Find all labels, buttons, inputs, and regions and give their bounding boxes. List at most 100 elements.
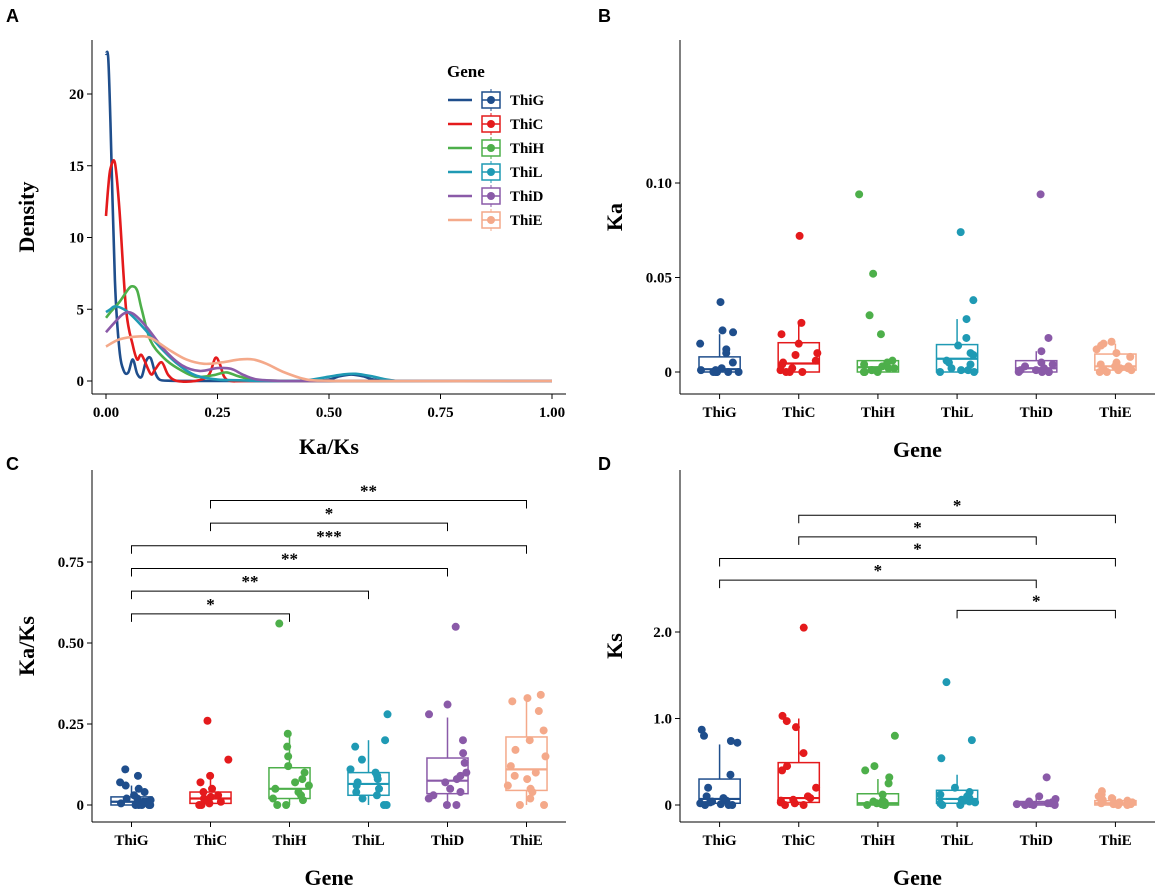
significance-bracket-thig-thid: * xyxy=(719,561,1037,589)
box-iqr xyxy=(777,761,821,804)
legend-point-key xyxy=(487,96,495,104)
legend-entry-thih: ThiH xyxy=(448,137,545,159)
data-point xyxy=(734,368,743,376)
data-point xyxy=(795,231,804,240)
data-point xyxy=(372,791,381,800)
data-point xyxy=(456,788,465,797)
x-tick-label: ThiC xyxy=(782,833,815,849)
data-point xyxy=(726,770,735,779)
data-point xyxy=(146,796,155,805)
data-point xyxy=(729,328,738,337)
panel-c-kaks-boxplot: 0 0.25 0.50 0.75 Ka/Ks ThiG ThiC ThiH ThiL ThiD Th… xyxy=(14,470,566,890)
data-point xyxy=(269,794,278,803)
bracket-line xyxy=(131,613,290,622)
bracket-line xyxy=(798,514,1116,524)
data-point xyxy=(728,358,737,367)
data-point xyxy=(352,781,361,790)
density-line-thil xyxy=(105,305,553,383)
data-point xyxy=(224,755,233,764)
data-point xyxy=(962,333,971,342)
data-point xyxy=(877,800,886,809)
x-tick-label: ThiC xyxy=(782,405,815,421)
data-point xyxy=(1044,333,1053,342)
data-point xyxy=(1012,800,1021,809)
data-point xyxy=(722,349,731,358)
data-point xyxy=(525,736,534,745)
y-tick-label: 10 xyxy=(69,231,84,247)
data-point xyxy=(298,775,307,784)
data-point xyxy=(140,788,149,797)
data-point xyxy=(706,798,715,807)
x-tick-label: ThiH xyxy=(272,833,307,849)
data-point xyxy=(383,710,392,719)
x-axis-title: Gene xyxy=(305,865,354,890)
data-point xyxy=(799,623,808,632)
data-point xyxy=(969,350,978,359)
data-point xyxy=(791,350,800,359)
legend-point-key xyxy=(487,120,495,128)
box-thil xyxy=(935,678,980,809)
data-point xyxy=(424,794,433,803)
y-tick-label: 5 xyxy=(77,302,85,318)
data-point xyxy=(304,781,313,790)
data-point xyxy=(506,762,515,771)
y-tick-label: 0 xyxy=(665,798,673,814)
data-point xyxy=(452,775,461,784)
data-point xyxy=(962,315,971,324)
significance-label: ** xyxy=(281,549,298,568)
density-line-thid xyxy=(105,310,552,383)
x-tick-label: 1.00 xyxy=(539,405,565,421)
panel-a-letter: A xyxy=(6,6,19,26)
x-tick-label: ThiL xyxy=(941,833,974,849)
y-tick-label: 0 xyxy=(77,374,85,390)
y-tick-label: 1.0 xyxy=(653,712,672,728)
y-tick-label: 0 xyxy=(665,365,673,381)
data-point xyxy=(733,738,742,747)
data-point xyxy=(510,771,519,780)
x-tick-label: ThiE xyxy=(510,833,543,849)
data-point xyxy=(1032,366,1041,375)
significance-label: ** xyxy=(360,481,377,500)
data-point xyxy=(724,368,733,376)
legend-point-key xyxy=(487,192,495,200)
data-point xyxy=(1026,800,1035,809)
bracket-line xyxy=(131,590,369,600)
data-point xyxy=(534,707,543,716)
bracket-line xyxy=(719,557,1116,567)
y-tick-label: 20 xyxy=(69,87,84,103)
significance-label: * xyxy=(1032,591,1041,610)
data-point xyxy=(460,758,469,767)
box-thie xyxy=(503,690,550,809)
bracket-line xyxy=(956,609,1116,619)
data-point xyxy=(352,788,361,797)
data-point xyxy=(782,717,791,726)
density-line-thie xyxy=(105,334,553,383)
x-tick-label: ThiD xyxy=(1020,405,1054,421)
data-point xyxy=(956,228,965,237)
data-point xyxy=(700,731,709,740)
data-point xyxy=(965,797,974,806)
data-point xyxy=(133,771,142,780)
significance-label: * xyxy=(953,496,962,515)
data-point xyxy=(137,801,146,809)
data-point xyxy=(1115,798,1124,807)
x-tick-label: ThiE xyxy=(1099,405,1132,421)
box-thid xyxy=(1012,773,1060,809)
data-point xyxy=(133,794,142,803)
data-point xyxy=(441,778,450,787)
data-point xyxy=(950,783,959,792)
data-point xyxy=(865,311,874,320)
data-point xyxy=(777,330,786,339)
data-point xyxy=(716,298,725,307)
data-point xyxy=(797,318,806,327)
data-point xyxy=(536,690,545,699)
data-point xyxy=(954,341,963,350)
panel-d-ks-boxplot: 0 1.0 2.0 Ks ThiG ThiC ThiH ThiL ThiD ThiE Gene * * *… xyxy=(602,470,1155,890)
data-point xyxy=(443,700,452,709)
significance-bracket-thic-thid: * xyxy=(798,518,1037,545)
data-point xyxy=(503,781,512,790)
data-point xyxy=(885,773,894,782)
legend-point-key xyxy=(487,144,495,152)
box-thic xyxy=(189,716,233,809)
data-point xyxy=(863,801,872,809)
